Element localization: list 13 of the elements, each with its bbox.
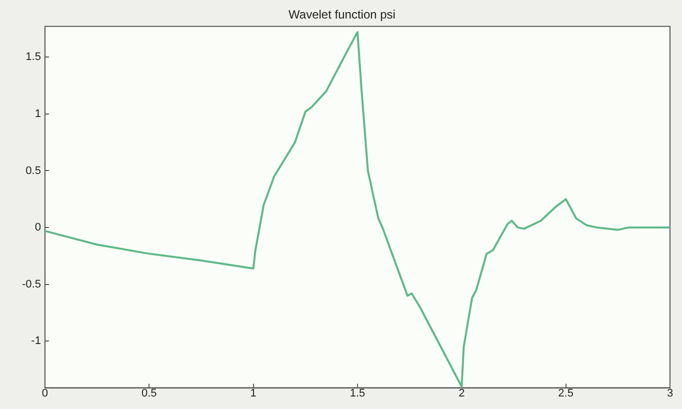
x-tick-label: 2.5 <box>558 387 574 400</box>
x-tick-label: 0.5 <box>141 387 157 400</box>
x-tick-label: 1 <box>250 387 256 400</box>
y-tick-label: -0.5 <box>22 278 41 290</box>
y-tick-label: -1 <box>31 335 41 348</box>
y-tick-label: 1.5 <box>26 51 41 64</box>
chart-title: Wavelet function psi <box>288 8 396 22</box>
x-tick-label: 1.5 <box>350 387 366 400</box>
x-tick-label: 3 <box>666 387 674 400</box>
x-tick-label: 2 <box>458 387 465 400</box>
y-tick-label: 0.5 <box>26 164 41 177</box>
y-tick-label: 0 <box>34 222 41 234</box>
y-tick-label: 1 <box>34 108 41 120</box>
